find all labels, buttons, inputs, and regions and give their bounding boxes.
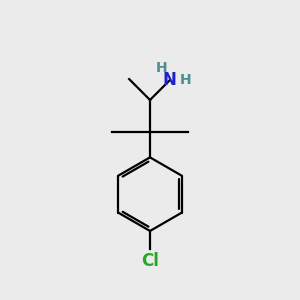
Text: H: H — [156, 61, 167, 75]
Text: Cl: Cl — [141, 252, 159, 270]
Text: H: H — [179, 73, 191, 87]
Text: N: N — [163, 71, 177, 89]
